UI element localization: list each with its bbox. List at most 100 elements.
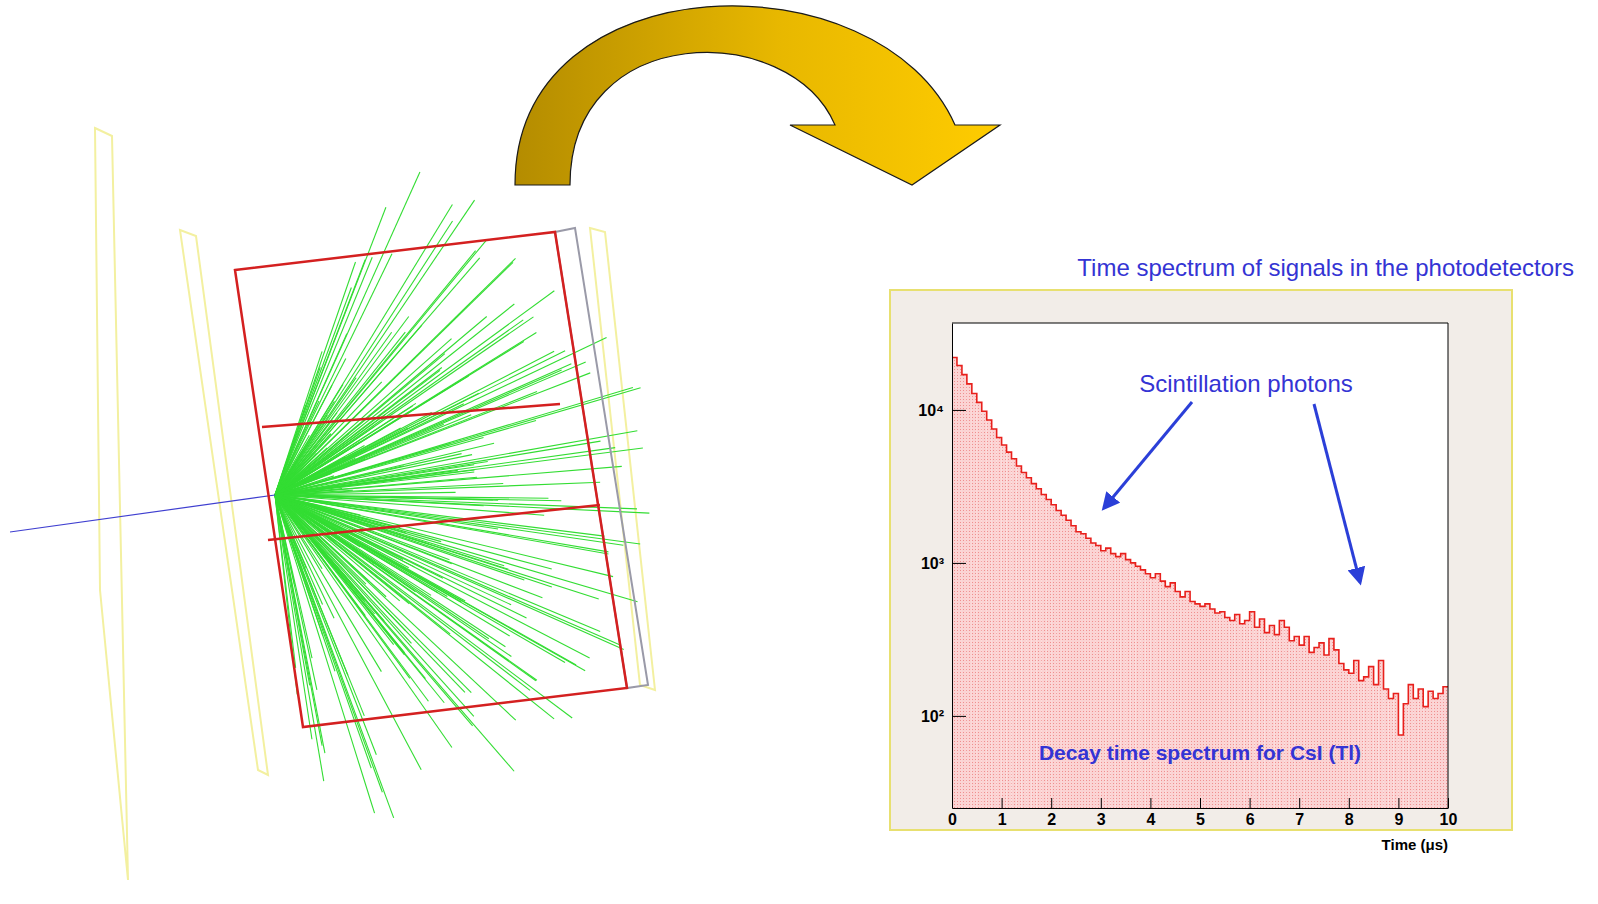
- histogram-bar: [967, 384, 972, 808]
- x-tick-label: 1: [998, 811, 1007, 828]
- histogram-bar: [1121, 554, 1126, 808]
- histogram-bar: [1101, 551, 1106, 808]
- histogram-bar: [1364, 677, 1369, 808]
- photon-track: [275, 457, 346, 495]
- histogram-bar: [1334, 650, 1339, 808]
- x-axis-title: Time (μs): [1382, 836, 1448, 853]
- x-axis-line: [953, 808, 1449, 809]
- photon-track: [275, 441, 601, 495]
- x-tick: 2: [1047, 798, 1056, 828]
- annotation-arrow: [1104, 402, 1192, 508]
- histogram-bar: [1007, 452, 1012, 808]
- optical-photons: [275, 172, 649, 818]
- crystal-edge: [268, 505, 600, 540]
- histogram-bar: [957, 366, 962, 808]
- histogram-bar: [1220, 612, 1225, 808]
- y-axis-line: [952, 324, 953, 809]
- x-tick-label: 6: [1246, 811, 1255, 828]
- histogram-bar: [997, 438, 1002, 808]
- annotation: Decay time spectrum for CsI (Tl): [1039, 741, 1361, 764]
- histogram-bar: [1165, 587, 1170, 808]
- histogram-bar: [1071, 526, 1076, 808]
- photon-track: [275, 388, 633, 495]
- histogram-bar: [1002, 445, 1007, 808]
- histogram-bar: [1235, 615, 1240, 808]
- x-tick-mark: [1349, 798, 1350, 808]
- x-tick-mark: [1200, 798, 1201, 808]
- photon-track: [275, 251, 476, 495]
- histogram-bar: [1076, 532, 1081, 808]
- photon-track: [275, 495, 465, 601]
- histogram-bar: [987, 420, 992, 808]
- histogram-bar: [1369, 667, 1374, 808]
- x-tick-mark: [1250, 798, 1251, 808]
- photon-track: [275, 495, 425, 679]
- photon-track: [275, 373, 590, 495]
- x-tick: 6: [1246, 798, 1255, 828]
- histogram-bar: [1344, 670, 1349, 808]
- histogram-bar: [1324, 655, 1329, 808]
- x-axis: 012345678910: [948, 798, 1457, 828]
- histogram-bar: [1299, 645, 1304, 808]
- histogram-bar: [1374, 685, 1379, 808]
- histogram-outline: [952, 358, 1448, 735]
- crystal: [235, 228, 648, 727]
- photon-track: [275, 495, 405, 655]
- histogram-bar: [1205, 604, 1210, 808]
- histogram-bar: [1329, 639, 1334, 808]
- photon-track: [275, 472, 474, 495]
- histogram-bar: [1384, 689, 1389, 808]
- histogram-bar: [1160, 581, 1165, 808]
- photon-track: [275, 495, 565, 662]
- histogram-bar: [1413, 698, 1418, 808]
- histogram: [952, 358, 1448, 808]
- histogram-bar: [992, 429, 997, 808]
- histogram-bar: [1026, 478, 1031, 808]
- x-tick-mark: [1101, 798, 1102, 808]
- x-tick: 4: [1146, 798, 1155, 828]
- histogram-bar: [1284, 627, 1289, 808]
- histogram-bar: [1398, 735, 1403, 808]
- histogram-bar: [1304, 637, 1309, 808]
- histogram-bar: [1175, 592, 1180, 808]
- annotation: Scintillation photons: [1139, 370, 1352, 397]
- histogram-bar: [1289, 641, 1294, 808]
- x-tick-mark: [1002, 798, 1003, 808]
- x-tick-mark: [1150, 798, 1151, 808]
- histogram-bar: [1150, 578, 1155, 808]
- chart-panel: [890, 290, 1512, 830]
- histogram-bar: [1195, 604, 1200, 808]
- histogram-bar: [1190, 601, 1195, 808]
- frame-top: [952, 323, 1448, 324]
- histogram-bar: [1294, 637, 1299, 808]
- photon-track: [275, 316, 409, 495]
- histogram-bar: [1012, 459, 1017, 808]
- x-tick-label: 10: [1440, 811, 1458, 828]
- histogram-bar: [1443, 687, 1448, 808]
- photon-track: [275, 453, 317, 495]
- photon-track: [275, 404, 464, 495]
- photon-track: [275, 495, 511, 605]
- photon-track: [275, 172, 420, 495]
- x-tick: 8: [1345, 798, 1354, 828]
- photon-track: [275, 495, 600, 632]
- canvas: Time spectrum of signals in the photodet…: [0, 0, 1598, 904]
- histogram-bar: [1145, 574, 1150, 808]
- histogram-bar: [1016, 466, 1021, 808]
- histogram-bar: [962, 375, 967, 808]
- x-tick: 7: [1295, 798, 1304, 828]
- histogram-bar: [1314, 647, 1319, 808]
- y-tick-mark: [952, 716, 966, 717]
- histogram-bar: [1091, 543, 1096, 808]
- photon-track: [275, 367, 442, 495]
- histogram-bar: [977, 402, 982, 808]
- x-tick-label: 0: [948, 811, 957, 828]
- detector-plane: [95, 128, 128, 880]
- histogram-bar: [1096, 545, 1101, 808]
- x-tick-label: 2: [1047, 811, 1056, 828]
- histogram-bar: [1255, 627, 1260, 808]
- histogram-bar: [1388, 698, 1393, 808]
- photon-track: [275, 495, 471, 693]
- event-display: [10, 128, 655, 880]
- histogram-bar: [1066, 520, 1071, 808]
